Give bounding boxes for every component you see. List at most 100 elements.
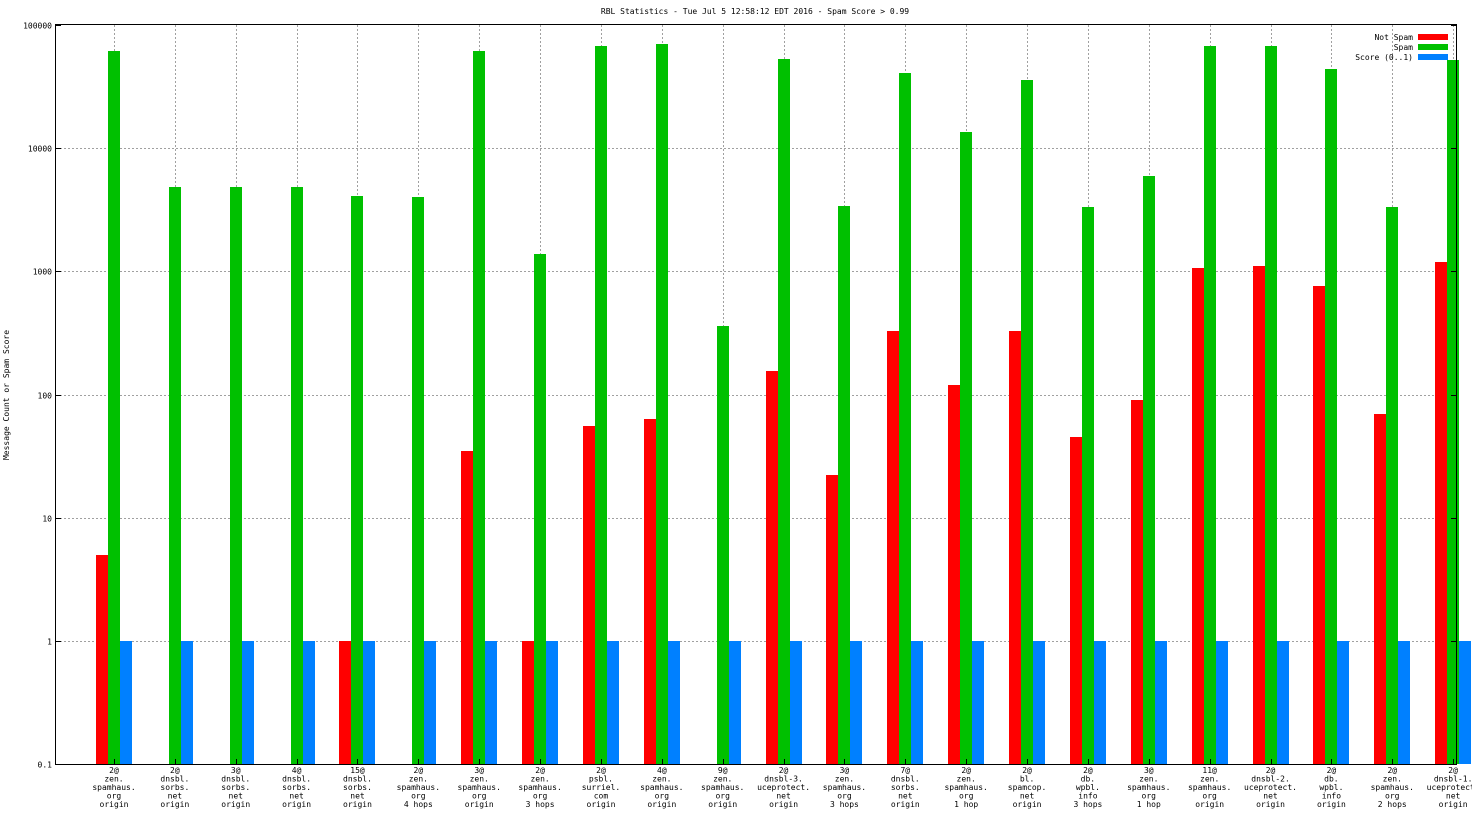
bar-spam xyxy=(230,187,242,764)
bar-not-spam xyxy=(644,419,656,764)
x-tick-label: bl. xyxy=(1020,775,1034,784)
x-tick-label: uceprotect. xyxy=(1244,783,1297,792)
bar-spam xyxy=(1325,69,1337,764)
bar-spam xyxy=(1143,176,1155,764)
x-tick-label: 2@ xyxy=(1266,766,1276,775)
bar-not-spam xyxy=(1253,266,1265,764)
bar-spam xyxy=(291,187,303,764)
bar-score-0-1 xyxy=(1398,641,1410,764)
x-tick-label: origin xyxy=(587,800,616,809)
bar-spam xyxy=(717,326,729,764)
x-tick-label: org xyxy=(107,792,122,801)
bar-score-0-1 xyxy=(181,641,193,764)
x-tick-label: org xyxy=(715,792,730,801)
x-tick-label: 4@ xyxy=(292,766,302,775)
x-tick-label: org xyxy=(1142,792,1157,801)
bars xyxy=(96,44,1471,764)
x-tick-label: zen. xyxy=(1383,775,1402,784)
bar-spam xyxy=(1447,60,1459,764)
x-tick-label: dnsbl. xyxy=(343,775,372,784)
bar-spam xyxy=(1021,80,1033,764)
bar-not-spam xyxy=(1313,286,1325,764)
x-tick-label: spamhaus. xyxy=(1188,783,1231,792)
legend-swatch xyxy=(1418,44,1448,50)
x-tick-label: wpbl. xyxy=(1319,783,1343,792)
x-tick-label: origin xyxy=(647,800,676,809)
bar-score-0-1 xyxy=(546,641,558,764)
x-tick-label: origin xyxy=(769,800,798,809)
x-tick-label: 2@ xyxy=(1022,766,1032,775)
bar-score-0-1 xyxy=(790,641,802,764)
bar-spam xyxy=(108,51,120,764)
y-tick-label: 100 xyxy=(38,392,53,401)
x-tick-label: surriel. xyxy=(582,783,621,792)
x-tick-label: org xyxy=(533,792,548,801)
bar-not-spam xyxy=(96,555,108,764)
x-tick-label: org xyxy=(837,792,852,801)
bar-spam xyxy=(960,132,972,764)
y-tick-label: 10000 xyxy=(28,145,52,154)
bar-score-0-1 xyxy=(1337,641,1349,764)
legend-swatch xyxy=(1418,34,1448,40)
x-tick-label: sorbs. xyxy=(343,783,372,792)
legend-label: Not Spam xyxy=(1374,33,1413,42)
bar-not-spam xyxy=(1192,268,1204,764)
bar-not-spam xyxy=(583,426,595,764)
x-tick-label: 2@ xyxy=(1327,766,1337,775)
x-tick-label: origin xyxy=(708,800,737,809)
x-tick-label: 2@ xyxy=(596,766,606,775)
x-tick-label: zen. xyxy=(652,775,671,784)
y-tick-labels: 0.1 1 10 100 1000 10000 100000 xyxy=(23,22,52,770)
bar-score-0-1 xyxy=(607,641,619,764)
legend-swatch xyxy=(1418,54,1448,60)
x-tick-label: zen. xyxy=(835,775,854,784)
x-tick-label: sorbs. xyxy=(160,783,189,792)
bar-score-0-1 xyxy=(1216,641,1228,764)
bar-spam xyxy=(595,46,607,764)
bar-not-spam xyxy=(1009,331,1021,764)
y-tick-label: 10 xyxy=(42,515,52,524)
x-tick-label: spamcop. xyxy=(1008,783,1047,792)
bar-spam xyxy=(899,73,911,764)
x-tick-label: zen. xyxy=(530,775,549,784)
x-tick-label: 1 hop xyxy=(954,800,978,809)
x-tick-label: spamhaus. xyxy=(1371,783,1414,792)
x-tick-label: 3@ xyxy=(231,766,241,775)
x-tick-label: net xyxy=(229,792,244,801)
x-tick-label: 2@ xyxy=(961,766,971,775)
bar-spam xyxy=(351,196,363,764)
x-tick-label: 4@ xyxy=(657,766,667,775)
x-tick-label: spamhaus. xyxy=(458,783,501,792)
x-tick-label: sorbs. xyxy=(221,783,250,792)
x-tick-label: 2@ xyxy=(1387,766,1397,775)
bar-not-spam xyxy=(948,385,960,764)
bar-score-0-1 xyxy=(1033,641,1045,764)
legend-label: Spam xyxy=(1394,43,1413,52)
x-tick-label: 3@ xyxy=(840,766,850,775)
bar-spam xyxy=(534,254,546,764)
legend-label: Score (0..1) xyxy=(1355,53,1413,62)
x-tick-label: psbl. xyxy=(589,775,613,784)
x-tick-label: 2 hops xyxy=(1378,800,1407,809)
x-tick-label: 9@ xyxy=(718,766,728,775)
x-tick-label: net xyxy=(350,792,365,801)
x-tick-label: origin xyxy=(1317,800,1346,809)
bar-spam xyxy=(1265,46,1277,764)
x-tick-label: origin xyxy=(100,800,129,809)
x-tick-label: spamhaus. xyxy=(397,783,440,792)
x-tick-label: 2@ xyxy=(1083,766,1093,775)
bar-score-0-1 xyxy=(668,641,680,764)
x-tick-label: zen. xyxy=(957,775,976,784)
